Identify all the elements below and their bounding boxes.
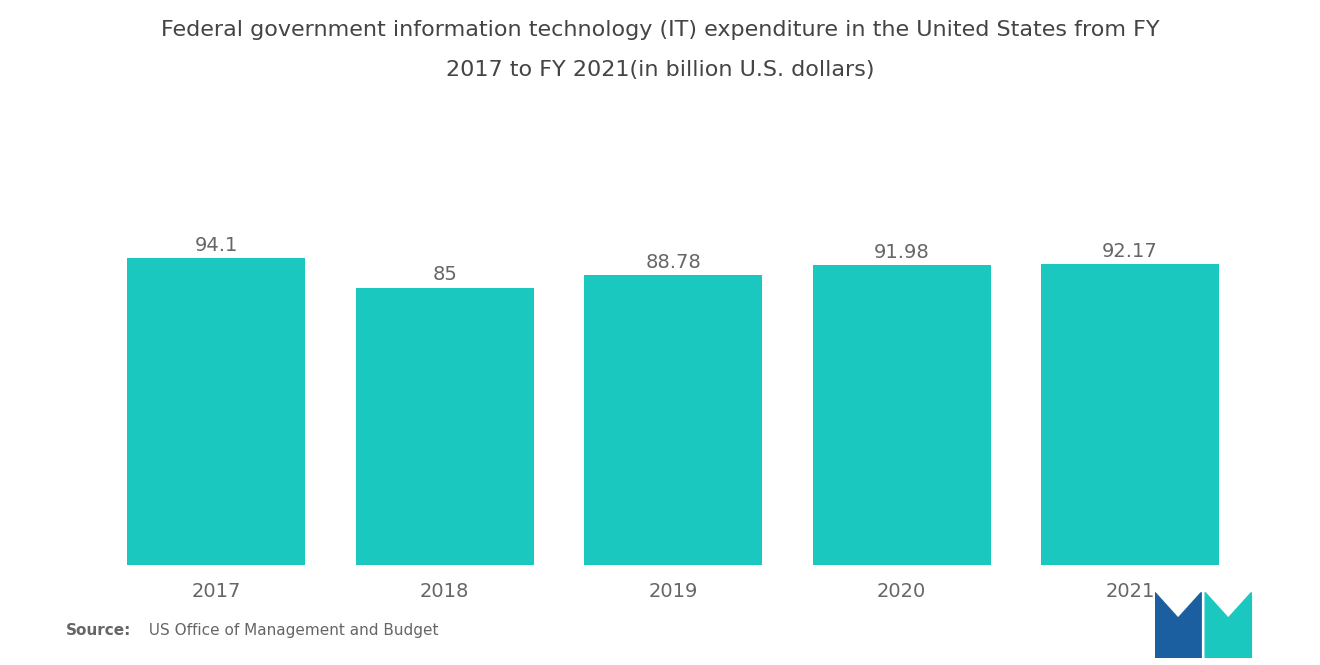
Text: 91.98: 91.98: [874, 243, 929, 261]
Text: 94.1: 94.1: [194, 235, 238, 255]
Text: 2017 to FY 2021(in billion U.S. dollars): 2017 to FY 2021(in billion U.S. dollars): [446, 60, 874, 80]
Text: 92.17: 92.17: [1102, 242, 1158, 261]
Text: Source:: Source:: [66, 623, 132, 638]
Bar: [813, 265, 991, 565]
Text: 85: 85: [433, 265, 457, 285]
Text: Federal government information technology (IT) expenditure in the United States : Federal government information technolog…: [161, 20, 1159, 40]
Polygon shape: [1205, 593, 1251, 658]
Bar: [1041, 264, 1220, 565]
Polygon shape: [1155, 593, 1201, 658]
Bar: [127, 258, 305, 565]
Bar: [585, 275, 763, 565]
Text: 88.78: 88.78: [645, 253, 701, 272]
Text: US Office of Management and Budget: US Office of Management and Budget: [139, 623, 438, 638]
Bar: [355, 288, 533, 565]
